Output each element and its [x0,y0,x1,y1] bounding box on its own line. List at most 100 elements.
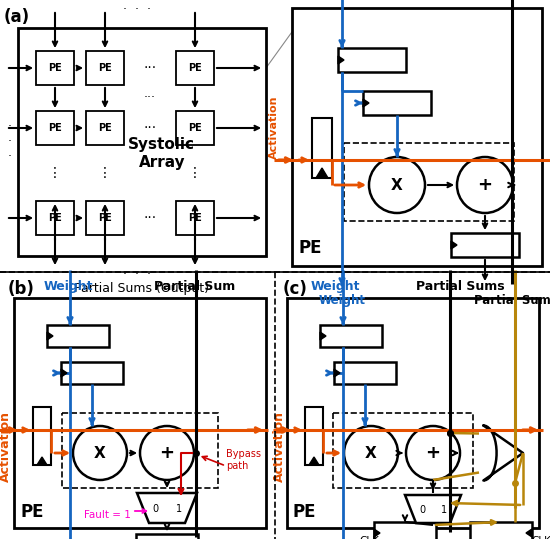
Text: ·
·
·: · · · [8,121,12,163]
Text: Activation: Activation [0,411,12,482]
Polygon shape [451,241,457,249]
Text: Partial Sum: Partial Sum [155,280,235,293]
Text: (c): (c) [283,280,308,298]
Text: Weight: Weight [43,280,93,293]
Bar [312,118,332,178]
Polygon shape [61,369,67,377]
Bar [176,111,214,145]
Text: PE: PE [293,503,316,521]
Bar [333,413,473,488]
Text: 0: 0 [152,504,158,514]
Text: ···: ··· [144,211,157,225]
Circle shape [73,426,127,480]
Text: 1: 1 [176,504,182,514]
Text: CLK: CLK [359,536,379,539]
Bar [33,407,51,465]
Bar [320,325,382,347]
Polygon shape [309,457,319,465]
Circle shape [457,157,513,213]
Text: (a): (a) [4,8,30,26]
Text: Weight: Weight [318,294,366,307]
Polygon shape [483,425,523,480]
Circle shape [344,426,398,480]
Bar [61,362,123,384]
Text: Partial Sums: Partial Sums [416,280,504,293]
Circle shape [406,426,460,480]
Text: Activation: Activation [272,411,285,482]
Text: +: + [160,444,174,462]
Bar [86,201,124,235]
Text: ⋮: ⋮ [48,166,62,180]
Text: Activation: Activation [269,95,279,159]
Polygon shape [47,332,53,340]
Text: ···: ··· [144,61,157,75]
Polygon shape [405,495,461,523]
Bar [18,28,266,256]
Text: PE: PE [188,123,202,133]
Polygon shape [526,529,532,537]
Text: PE: PE [48,213,62,223]
Bar [363,91,431,115]
Bar [287,298,539,528]
Bar [334,362,396,384]
Bar [470,522,532,539]
Text: ⋮: ⋮ [188,166,202,180]
Text: ·  ·  ·: · · · [123,3,151,16]
Bar [86,51,124,85]
Text: +: + [477,176,492,194]
Polygon shape [137,493,197,523]
Text: PE: PE [48,123,62,133]
Text: Partial Sums (Output): Partial Sums (Output) [74,282,210,295]
Bar [47,325,109,347]
Bar [36,201,74,235]
Text: PE: PE [98,63,112,73]
Bar [338,48,406,72]
Bar [176,51,214,85]
Text: ···: ··· [144,121,157,135]
Text: ⋮: ⋮ [98,166,112,180]
Text: Weight: Weight [310,280,360,293]
Bar [36,111,74,145]
Text: 1: 1 [441,505,447,515]
Circle shape [140,426,194,480]
Text: X: X [391,177,403,192]
Bar [451,233,519,257]
Bar [62,413,218,488]
Text: X: X [365,446,377,460]
Circle shape [369,157,425,213]
Bar [36,51,74,85]
Text: Fault = 1: Fault = 1 [84,510,131,520]
Text: ···: ··· [144,92,156,105]
Bar [292,8,542,266]
Text: X: X [94,446,106,460]
Text: ·  ·  ·: · · · [123,268,151,281]
Bar [86,111,124,145]
Text: (b): (b) [8,280,35,298]
Polygon shape [334,369,340,377]
Text: PE: PE [98,213,112,223]
Bar [176,201,214,235]
Text: Partial Sum: Partial Sum [474,294,550,307]
Bar [344,143,514,221]
Bar [14,298,266,528]
Text: +: + [426,444,441,462]
Polygon shape [320,332,326,340]
Text: PE: PE [188,213,202,223]
Text: Activation (Matrix B): Activation (Matrix B) [0,88,1,196]
Bar [136,534,198,539]
Text: PE: PE [298,239,322,257]
Text: PE: PE [48,63,62,73]
Polygon shape [37,457,47,465]
Text: PE: PE [188,63,202,73]
Polygon shape [316,168,328,178]
Text: Bypass
path: Bypass path [226,449,261,471]
Polygon shape [363,99,369,107]
Polygon shape [338,56,344,64]
Text: Systolic
Array: Systolic Array [128,137,195,170]
Polygon shape [374,529,380,537]
Text: 0: 0 [419,505,425,515]
Bar [374,522,436,539]
Text: CLK+Δ: CLK+Δ [531,536,550,539]
Bar [305,407,323,465]
Text: PE: PE [98,123,112,133]
